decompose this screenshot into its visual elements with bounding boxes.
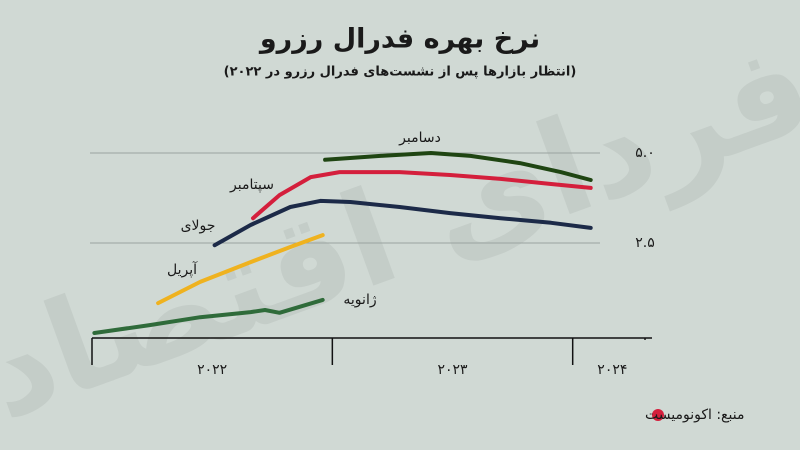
series-label: جولای (181, 218, 216, 234)
source: منبع: اکونومیست (645, 407, 744, 423)
series-label: آپریل (167, 261, 198, 278)
series-label: ژانویه (343, 292, 376, 308)
x-tick-label: ۲۰۲۴ (597, 362, 627, 378)
chart-title: نرخ بهره فدرال رزرو (258, 24, 540, 55)
series-label: سپتامبر (229, 177, 274, 193)
y-tick-label: ۲.۵ (635, 235, 655, 251)
y-tick-label: ۵.۰ (635, 145, 655, 161)
series-label: دسامبر (398, 130, 441, 146)
source-dot (652, 409, 664, 421)
x-tick-label: ۲۰۲۳ (437, 362, 468, 378)
series-line (156, 233, 325, 306)
chart-subtitle: (انتظار بازارها پس از نشست‌های فدرال رزر… (224, 65, 577, 80)
series-line (92, 297, 325, 335)
series-line (323, 151, 593, 182)
x-tick-label: ۲۰۲۲ (197, 362, 227, 378)
series-line (212, 198, 593, 248)
y-tick-label: ۰ (641, 331, 649, 347)
series-line (251, 170, 593, 221)
